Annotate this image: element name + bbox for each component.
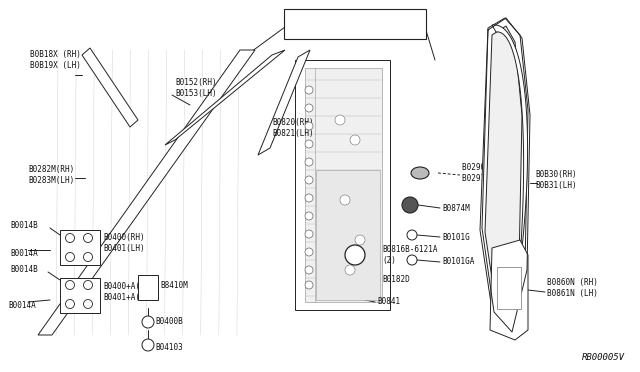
Text: B0101GA: B0101GA (442, 257, 474, 266)
Circle shape (142, 339, 154, 351)
Circle shape (407, 230, 417, 240)
Circle shape (305, 176, 313, 184)
Circle shape (345, 245, 365, 265)
Circle shape (305, 122, 313, 130)
Circle shape (83, 299, 93, 308)
Circle shape (407, 255, 417, 265)
Polygon shape (295, 60, 390, 310)
Polygon shape (38, 50, 255, 335)
Circle shape (305, 281, 313, 289)
Text: B0B18X (RH)
B0B19X (LH): B0B18X (RH) B0B19X (LH) (30, 50, 81, 70)
Circle shape (305, 248, 313, 256)
Polygon shape (316, 170, 380, 300)
Text: B0152(RH)
B0153(LH): B0152(RH) B0153(LH) (175, 78, 216, 98)
Text: B0282M(RH)
B0283M(LH): B0282M(RH) B0283M(LH) (28, 165, 74, 185)
Polygon shape (60, 230, 100, 265)
Polygon shape (480, 18, 528, 330)
Circle shape (83, 280, 93, 289)
Circle shape (305, 158, 313, 166)
Circle shape (345, 265, 355, 275)
Circle shape (65, 253, 74, 262)
Circle shape (305, 212, 313, 220)
Text: B8410M: B8410M (160, 280, 188, 289)
Circle shape (65, 299, 74, 308)
Polygon shape (138, 275, 158, 300)
Circle shape (142, 316, 154, 328)
Text: B0014B: B0014B (10, 221, 38, 230)
Polygon shape (485, 26, 522, 322)
FancyBboxPatch shape (497, 267, 521, 309)
Circle shape (335, 115, 345, 125)
Text: B0101  (LH): B0101 (LH) (330, 28, 380, 36)
Text: B0014B: B0014B (10, 266, 38, 275)
Circle shape (83, 253, 93, 262)
Text: B0820(RH)
B0821(LH): B0820(RH) B0821(LH) (272, 118, 314, 138)
Text: B0014A: B0014A (8, 301, 36, 310)
Circle shape (65, 234, 74, 243)
Text: B0816B-6121A
(2): B0816B-6121A (2) (382, 245, 438, 265)
Circle shape (65, 280, 74, 289)
Ellipse shape (411, 167, 429, 179)
Circle shape (305, 266, 313, 274)
Circle shape (355, 235, 365, 245)
Text: B0400B: B0400B (155, 317, 183, 327)
Text: B0014A: B0014A (10, 250, 38, 259)
Circle shape (340, 195, 350, 205)
Circle shape (305, 86, 313, 94)
Text: B0B30(RH)
B0B31(LH): B0B30(RH) B0B31(LH) (535, 170, 577, 190)
Text: RB00005V: RB00005V (582, 353, 625, 362)
Text: B04103: B04103 (155, 343, 183, 352)
Polygon shape (60, 278, 100, 313)
Text: B0841: B0841 (377, 298, 400, 307)
Text: B0101G: B0101G (442, 232, 470, 241)
Text: B0874M: B0874M (442, 203, 470, 212)
Text: B: B (353, 250, 358, 260)
Polygon shape (258, 50, 310, 155)
Circle shape (83, 234, 93, 243)
FancyBboxPatch shape (284, 9, 426, 39)
Text: B0400(RH)
B0401(LH): B0400(RH) B0401(LH) (103, 233, 145, 253)
Polygon shape (165, 50, 285, 145)
Polygon shape (82, 48, 138, 127)
Text: B0400+A(RH)
B0401+A(LH): B0400+A(RH) B0401+A(LH) (103, 282, 154, 302)
Circle shape (305, 194, 313, 202)
Text: B0182D: B0182D (382, 276, 410, 285)
Text: B0290M (RH)
B0291M (LH): B0290M (RH) B0291M (LH) (462, 163, 513, 183)
Text: B0860N (RH)
B0861N (LH): B0860N (RH) B0861N (LH) (547, 278, 598, 298)
Text: B0100 (RH): B0100 (RH) (332, 17, 378, 26)
Circle shape (305, 230, 313, 238)
Polygon shape (492, 25, 527, 335)
Circle shape (350, 135, 360, 145)
Polygon shape (305, 68, 382, 302)
Circle shape (402, 197, 418, 213)
Polygon shape (490, 240, 528, 340)
Circle shape (305, 104, 313, 112)
Circle shape (305, 140, 313, 148)
